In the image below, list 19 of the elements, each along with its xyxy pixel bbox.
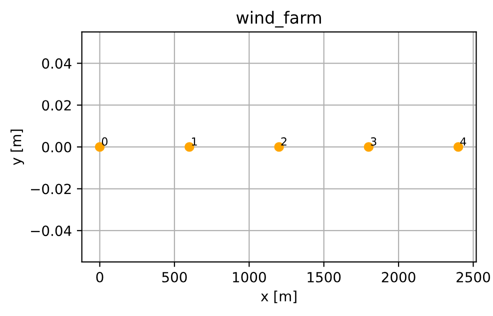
x-tick-label: 1500 — [308, 272, 341, 282]
x-tick-label: 2500 — [456, 272, 490, 282]
y-tick-label: 0.04 — [42, 58, 72, 69]
y-tick-label: 0.02 — [42, 100, 71, 111]
annotation: 0 — [102, 137, 108, 146]
y-axis-title: y [m] — [10, 130, 24, 166]
annotation: 1 — [192, 137, 197, 146]
y-tick-label: −0.02 — [31, 184, 71, 194]
annotation: 4 — [460, 137, 466, 146]
x-tick-label: 2000 — [382, 272, 416, 282]
y-tick-label: −0.04 — [31, 226, 72, 236]
annotation: 2 — [281, 137, 286, 146]
x-axis-title: x [m] — [260, 290, 296, 304]
x-tick-label: 1000 — [233, 272, 266, 282]
x-tick-label: 0 — [96, 272, 104, 282]
x-tick-label: 500 — [162, 272, 187, 282]
annotation: 3 — [370, 137, 376, 146]
y-tick-label: 0.00 — [42, 142, 72, 152]
chart-title: wind_farm — [236, 10, 321, 28]
